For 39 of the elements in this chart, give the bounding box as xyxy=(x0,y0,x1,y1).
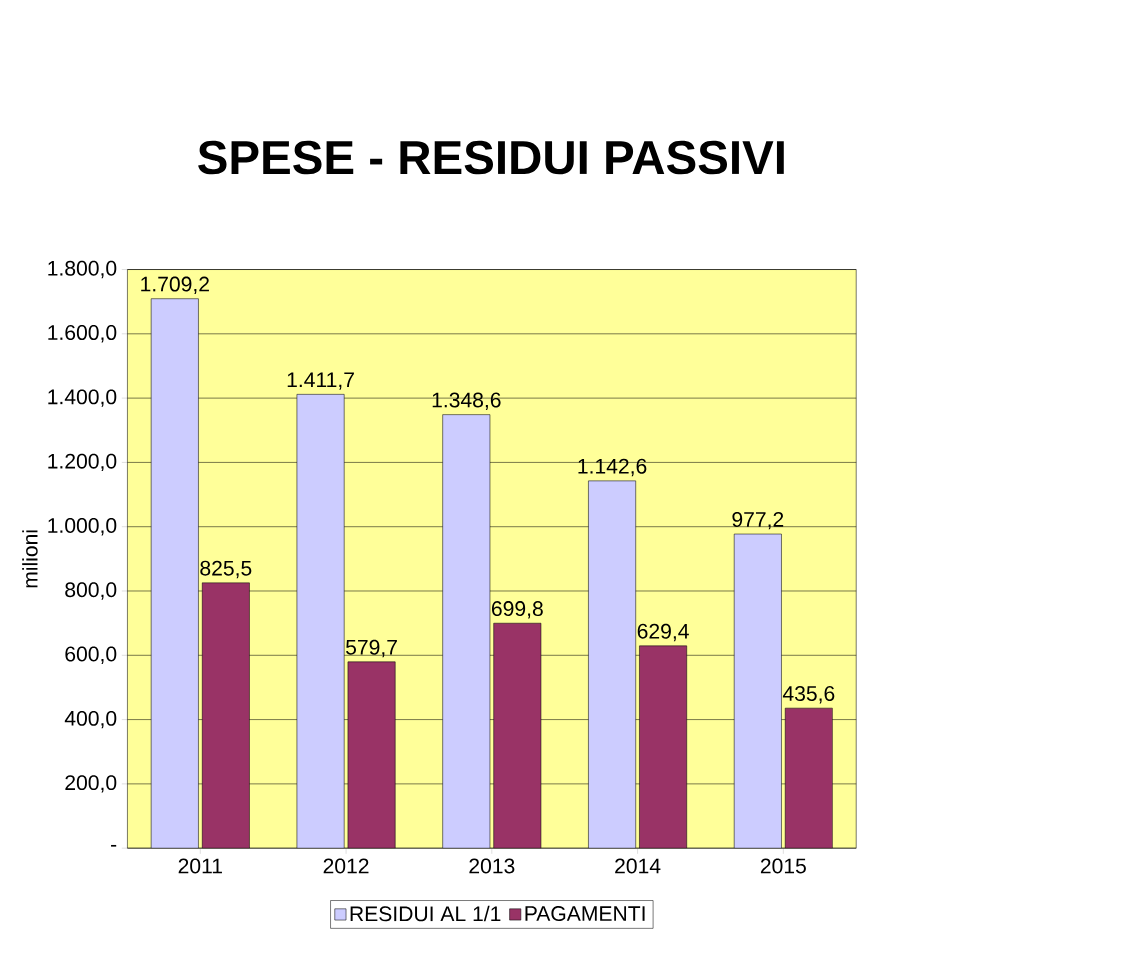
bar xyxy=(442,414,491,849)
bar xyxy=(296,394,345,849)
y-tick-label: - xyxy=(111,844,117,847)
data-label: 1.348,6 xyxy=(432,392,501,410)
y-tick-label: 1.200,0 xyxy=(48,453,117,472)
y-tick-label: 800,0 xyxy=(65,582,117,600)
x-tick-label: 2012 xyxy=(323,858,369,874)
y-tick-label: 1.800,0 xyxy=(48,260,117,279)
legend-label: RESIDUI AL 1/1 xyxy=(350,905,501,922)
data-label: 1.709,2 xyxy=(141,276,209,295)
chart-title: SPESE - RESIDUI PASSIVI xyxy=(198,140,784,175)
bar xyxy=(733,533,782,849)
y-tick-label: 1.600,0 xyxy=(48,325,117,343)
bar xyxy=(493,622,542,849)
x-tick-label: 2013 xyxy=(469,858,515,874)
y-tick-label: 1.400,0 xyxy=(48,389,117,407)
bar xyxy=(588,480,636,849)
bar xyxy=(639,645,687,849)
y-tick-label: 1.000,0 xyxy=(48,517,117,536)
data-label: 1.142,6 xyxy=(578,458,647,477)
bar xyxy=(784,707,833,849)
bar xyxy=(150,298,199,849)
y-tick-label: 400,0 xyxy=(64,710,117,729)
x-tick-label: 2015 xyxy=(760,858,806,874)
data-label: 699,8 xyxy=(492,601,543,619)
data-label: 435,6 xyxy=(782,686,835,704)
data-label: 579,7 xyxy=(346,639,397,658)
y-tick-label: 200,0 xyxy=(65,775,117,793)
x-tick-label: 2014 xyxy=(615,858,661,874)
data-label: 1.411,7 xyxy=(287,372,354,390)
data-label: 629,4 xyxy=(637,623,689,642)
y-axis-title: milioni xyxy=(22,530,38,588)
x-tick-label: 2011 xyxy=(178,858,222,874)
data-label: 977,2 xyxy=(732,511,784,530)
bar xyxy=(201,582,250,849)
legend-label: PAGAMENTI xyxy=(525,906,645,922)
y-tick-label: 600,0 xyxy=(65,646,117,664)
bar xyxy=(347,661,396,849)
data-label: 825,5 xyxy=(200,560,252,579)
